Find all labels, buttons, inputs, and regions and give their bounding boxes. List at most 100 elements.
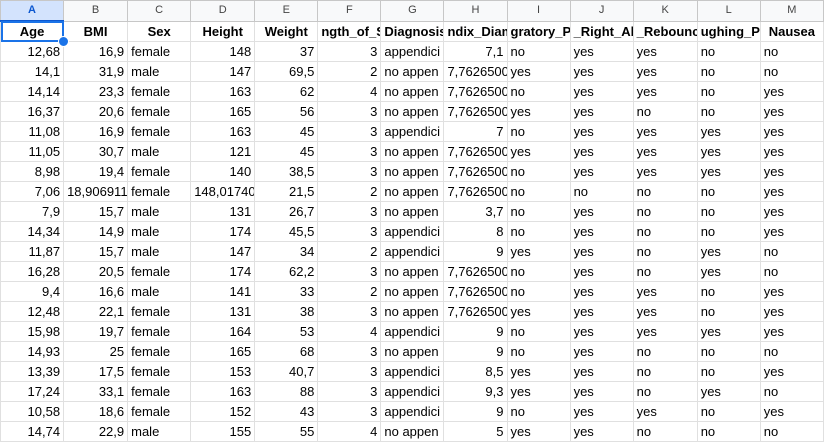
cell[interactable]: yes (759, 221, 825, 242)
cell[interactable]: 31,9 (63, 61, 129, 82)
column-header-h[interactable]: H (443, 0, 508, 22)
cell[interactable]: yes (569, 61, 634, 82)
cell[interactable]: 163 (190, 121, 256, 142)
cell[interactable]: 3 (317, 101, 382, 122)
cell[interactable]: 2 (317, 241, 382, 262)
cell[interactable]: 14,1 (0, 61, 65, 82)
cell[interactable]: no (569, 181, 634, 202)
cell[interactable]: 152 (190, 401, 256, 422)
cell[interactable]: no (759, 261, 825, 282)
cell[interactable]: yes (759, 161, 825, 182)
cell[interactable]: 55 (254, 421, 319, 442)
cell[interactable]: 2 (317, 181, 382, 202)
cell[interactable]: yes (569, 41, 634, 62)
cell[interactable]: 141 (190, 281, 256, 302)
cell[interactable]: 21,5 (254, 181, 319, 202)
column-header-e[interactable]: E (254, 0, 319, 22)
cell[interactable]: female (127, 341, 192, 362)
cell[interactable]: no (696, 421, 761, 442)
cell[interactable]: 45 (254, 141, 319, 162)
column-header-l[interactable]: L (696, 0, 761, 22)
cell[interactable]: yes (632, 281, 698, 302)
cell[interactable]: yes (569, 101, 634, 122)
cell[interactable]: female (127, 301, 192, 322)
column-header-f[interactable]: F (317, 0, 382, 22)
cell[interactable]: appendici (380, 41, 445, 62)
cell[interactable]: 18,6 (63, 401, 129, 422)
cell[interactable]: appendici (380, 381, 445, 402)
cell[interactable]: 38,5 (254, 161, 319, 182)
header-cell[interactable]: ndix_Diam (443, 20, 508, 42)
cell[interactable]: 20,5 (63, 261, 129, 282)
cell[interactable]: no (632, 341, 698, 362)
cell[interactable]: 163 (190, 381, 256, 402)
cell[interactable]: no appen (380, 421, 445, 442)
cell[interactable]: yes (696, 261, 761, 282)
cell[interactable]: 7,7626500 (443, 61, 508, 82)
cell[interactable]: 53 (254, 321, 319, 342)
cell[interactable]: 11,08 (0, 121, 65, 142)
cell[interactable]: 3 (317, 121, 382, 142)
cell[interactable]: 16,9 (63, 121, 129, 142)
cell[interactable]: appendici (380, 121, 445, 142)
cell[interactable]: yes (696, 241, 761, 262)
cell[interactable]: 4 (317, 421, 382, 442)
cell[interactable]: yes (759, 181, 825, 202)
cell[interactable]: 18,906911 (63, 181, 129, 202)
cell[interactable]: 4 (317, 321, 382, 342)
cell[interactable]: yes (632, 301, 698, 322)
cell[interactable]: yes (696, 121, 761, 142)
cell[interactable]: 40,7 (254, 361, 319, 382)
cell[interactable]: 12,48 (0, 301, 65, 322)
header-cell[interactable]: Height (190, 20, 256, 42)
cell[interactable]: 12,68 (0, 41, 65, 62)
cell[interactable]: yes (569, 221, 634, 242)
cell[interactable]: yes (759, 201, 825, 222)
cell[interactable]: 7,7626500 (443, 81, 508, 102)
cell[interactable]: no appen (380, 61, 445, 82)
cell[interactable]: 147 (190, 241, 256, 262)
cell[interactable]: no appen (380, 281, 445, 302)
cell[interactable]: 7,1 (443, 41, 508, 62)
cell[interactable]: female (127, 321, 192, 342)
cell[interactable]: no (506, 81, 571, 102)
cell[interactable]: 3 (317, 401, 382, 422)
cell[interactable]: no (506, 321, 571, 342)
cell[interactable]: 62 (254, 81, 319, 102)
cell[interactable]: 14,9 (63, 221, 129, 242)
cell[interactable]: yes (506, 301, 571, 322)
cell[interactable]: 14,34 (0, 221, 65, 242)
cell[interactable]: no (506, 281, 571, 302)
cell[interactable]: no (632, 181, 698, 202)
cell[interactable]: yes (759, 281, 825, 302)
cell[interactable]: 9 (443, 321, 508, 342)
cell[interactable]: no appen (380, 101, 445, 122)
cell[interactable]: yes (759, 301, 825, 322)
cell[interactable]: no (506, 121, 571, 142)
cell[interactable]: no (696, 301, 761, 322)
cell[interactable]: 14,14 (0, 81, 65, 102)
cell[interactable]: yes (569, 321, 634, 342)
cell[interactable]: 3 (317, 381, 382, 402)
cell[interactable]: 131 (190, 201, 256, 222)
cell[interactable]: yes (696, 381, 761, 402)
cell[interactable]: 33 (254, 281, 319, 302)
cell[interactable]: male (127, 201, 192, 222)
cell[interactable]: no (696, 41, 761, 62)
cell[interactable]: yes (569, 401, 634, 422)
cell[interactable]: yes (569, 421, 634, 442)
cell[interactable]: yes (569, 121, 634, 142)
cell[interactable]: 5 (443, 421, 508, 442)
cell[interactable]: no (506, 261, 571, 282)
cell[interactable]: no (632, 221, 698, 242)
cell[interactable]: female (127, 181, 192, 202)
column-header-g[interactable]: G (380, 0, 445, 22)
cell[interactable]: 7 (443, 121, 508, 142)
cell[interactable]: yes (696, 161, 761, 182)
cell[interactable]: female (127, 381, 192, 402)
header-cell[interactable]: ngth_of_S (317, 20, 382, 42)
cell[interactable]: 3 (317, 161, 382, 182)
cell[interactable]: no (696, 341, 761, 362)
cell[interactable]: yes (569, 201, 634, 222)
cell[interactable]: yes (632, 81, 698, 102)
